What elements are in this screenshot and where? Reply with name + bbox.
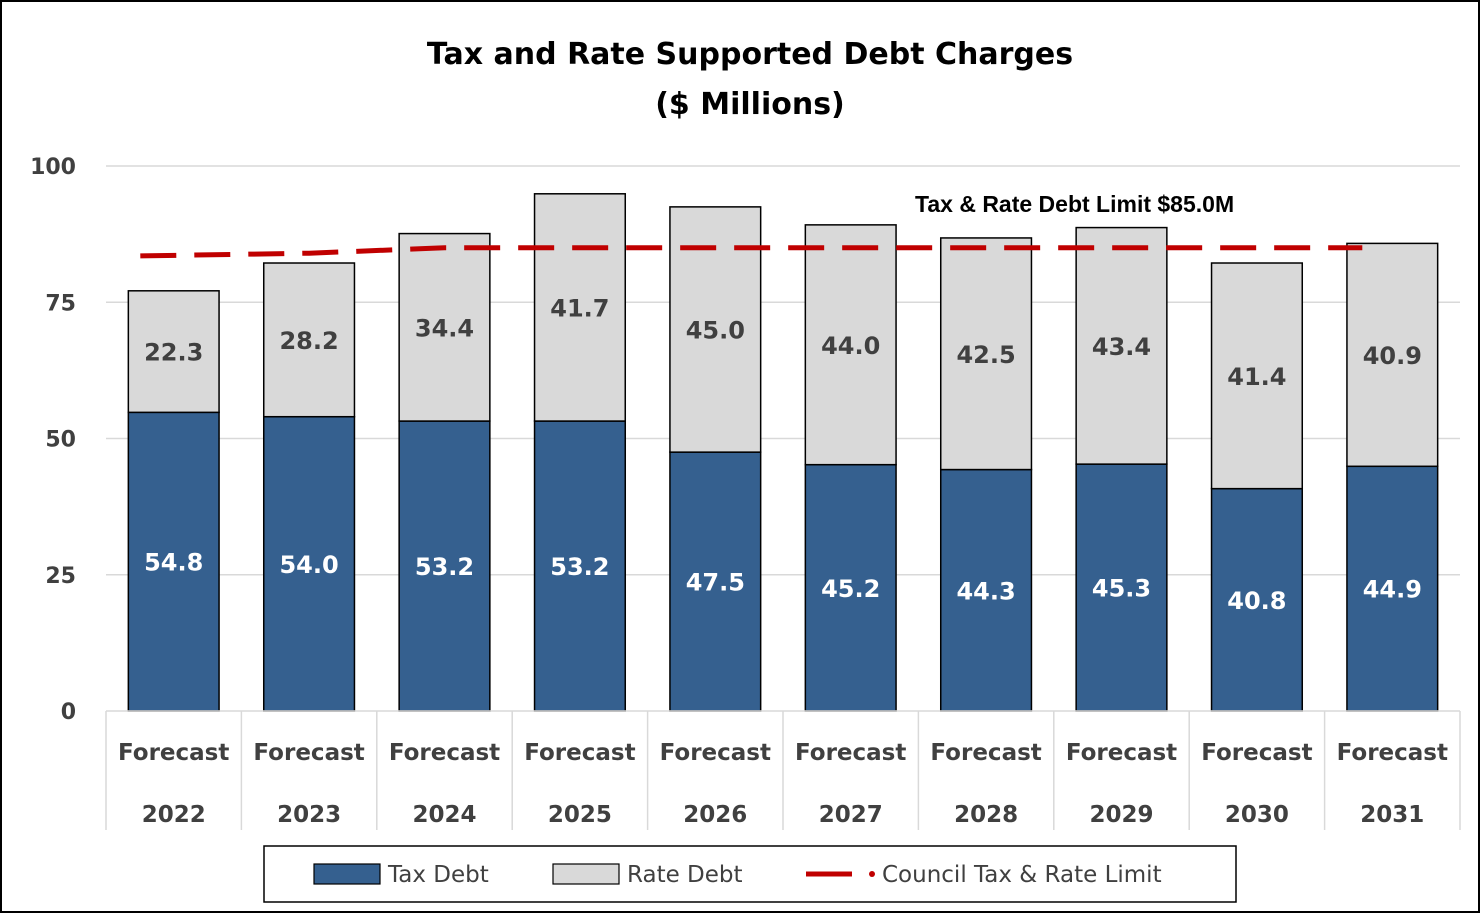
tax-debt-bar <box>804 463 897 712</box>
x-tick-label-forecast: Forecast <box>389 740 500 766</box>
legend-box <box>263 845 1237 903</box>
x-tick-label-forecast: Forecast <box>118 740 229 766</box>
tax-debt-value-label: 45.2 <box>821 575 880 603</box>
rate-debt-bar <box>1346 242 1439 468</box>
y-axis-ticks: 0 25 50 75 100 <box>30 155 76 725</box>
tax-debt-value-label: 45.3 <box>1092 575 1151 603</box>
x-axis: Forecast 2022 Forecast 2023 Forecast 2024 Fore… <box>105 710 1461 830</box>
x-tick-label-year: 2025 <box>548 802 612 828</box>
rate-debt-value-label: 40.9 <box>1363 342 1422 370</box>
x-tick-label-year: 2027 <box>819 802 883 828</box>
rate-debt-value-label: 42.5 <box>956 341 1015 369</box>
tax-debt-bar <box>262 415 356 712</box>
x-tick-label-forecast: Forecast <box>524 740 635 766</box>
council-limit-line <box>140 245 1363 259</box>
tax-debt-value-label: 54.0 <box>279 551 338 579</box>
rate-debt-value-label: 34.4 <box>415 314 474 342</box>
x-tick-label-year: 2026 <box>683 802 747 828</box>
legend-label-council-limit: Council Tax & Rate Limit <box>882 862 1162 888</box>
legend-label-rate-debt: Rate Debt <box>627 862 743 888</box>
chart-title: Tax and Rate Supported Debt Charges <box>427 37 1073 72</box>
legend-swatch-limit-dot <box>869 871 875 877</box>
rate-debt-bar <box>398 232 491 422</box>
x-tick-label-forecast: Forecast <box>1201 740 1312 766</box>
tax-debt-bar <box>939 468 1033 712</box>
x-tick-label-forecast: Forecast <box>660 740 771 766</box>
rate-debt-value-label: 22.3 <box>144 339 203 367</box>
tax-debt-value-label: 54.8 <box>144 549 203 577</box>
x-tick-label-forecast: Forecast <box>795 740 906 766</box>
tax-debt-bar <box>669 451 762 712</box>
legend-swatch-rate-debt <box>552 863 620 885</box>
x-tick-label-forecast: Forecast <box>1337 740 1448 766</box>
chart-subtitle: ($ Millions) <box>655 87 845 122</box>
rate-debt-value-label: 41.7 <box>550 294 609 322</box>
x-tick-label-forecast: Forecast <box>930 740 1041 766</box>
x-tick-label-year: 2024 <box>412 802 476 828</box>
rate-debt-value-label: 28.2 <box>279 327 338 355</box>
limit-line-layer <box>140 245 1363 259</box>
tax-debt-value-label: 53.2 <box>550 553 609 581</box>
rate-debt-value-label: 44.0 <box>821 332 880 360</box>
tax-debt-value-label: 44.3 <box>956 577 1015 605</box>
y-tick-label: 100 <box>30 155 76 180</box>
y-tick-label: 75 <box>45 291 76 316</box>
x-tick-label-year: 2031 <box>1360 802 1424 828</box>
legend-swatch-tax-debt <box>313 863 381 885</box>
tax-debt-value-label: 44.9 <box>1363 576 1422 604</box>
tax-debt-bar <box>1075 463 1168 712</box>
x-tick-label-forecast: Forecast <box>1066 740 1177 766</box>
rate-debt-bar <box>262 262 356 418</box>
bars: 54.8 22.3 54.0 28.2 53.2 34.4 53.2 41.7 47.5 45.0… <box>127 193 1439 712</box>
x-tick-label-forecast: Forecast <box>253 740 364 766</box>
x-tick-label-year: 2030 <box>1225 802 1289 828</box>
rate-debt-value-label: 45.0 <box>686 317 745 345</box>
legend: Tax Debt Rate Debt Council Tax & Rate Limi… <box>263 845 1237 903</box>
rate-debt-bar <box>1210 262 1304 490</box>
rate-debt-bar <box>939 237 1033 471</box>
tax-debt-value-label: 53.2 <box>415 553 474 581</box>
rate-debt-bar <box>533 193 627 422</box>
rate-debt-bar <box>804 224 897 466</box>
y-tick-label: 25 <box>45 564 76 589</box>
legend-label-tax-debt: Tax Debt <box>387 862 489 888</box>
x-tick-label-year: 2029 <box>1089 802 1153 828</box>
y-tick-label: 50 <box>45 428 76 453</box>
rate-debt-bar <box>127 290 220 414</box>
rate-debt-value-label: 41.4 <box>1227 363 1286 391</box>
x-tick-label-year: 2022 <box>142 802 206 828</box>
tax-debt-value-label: 40.8 <box>1227 587 1286 615</box>
debt-limit-annotation: Tax & Rate Debt Limit $85.0M <box>915 191 1234 217</box>
x-tick-label-year: 2028 <box>954 802 1018 828</box>
y-tick-label: 0 <box>61 700 76 725</box>
rate-debt-value-label: 43.4 <box>1092 333 1151 361</box>
rate-debt-bar <box>1075 226 1168 465</box>
tax-debt-value-label: 47.5 <box>686 569 745 597</box>
x-tick-label-year: 2023 <box>277 802 341 828</box>
tax-debt-bar <box>398 420 491 712</box>
